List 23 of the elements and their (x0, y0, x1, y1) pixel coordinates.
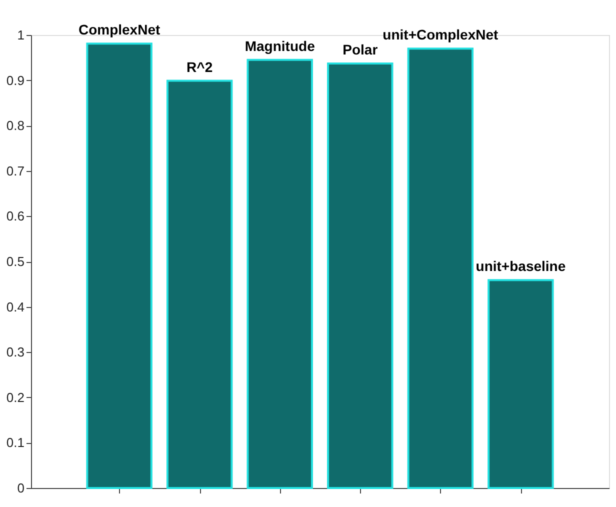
x-tick-label: R^2 (186, 58, 213, 75)
y-tick-label: 0.7 (6, 163, 24, 178)
bar (488, 279, 554, 489)
y-tick-label: 1 (17, 28, 24, 42)
y-tick-label: 0.8 (6, 118, 24, 134)
y-tick-label: 0.3 (6, 344, 24, 360)
x-tick-label: Magnitude (244, 38, 316, 54)
bar (166, 80, 233, 489)
x-tick-label: unit+ComplexNet (382, 26, 499, 43)
x-tick-label: ComplexNet (78, 22, 160, 38)
bar (246, 58, 313, 489)
bar (86, 42, 152, 489)
y-tick-label: 0.5 (6, 254, 24, 269)
x-tick-label: unit+baseline (476, 258, 566, 274)
y-tick-label: 0.4 (6, 299, 24, 314)
bar (407, 48, 474, 489)
x-tick-label: Polar (342, 42, 378, 58)
y-tick-label: 0.9 (6, 72, 24, 88)
y-tick-label: 0 (17, 480, 24, 496)
y-tick-label: 0.1 (6, 435, 24, 450)
y-tick-label: 0.6 (6, 208, 24, 224)
bar (327, 62, 394, 489)
y-tick-label: 0.2 (6, 390, 24, 405)
